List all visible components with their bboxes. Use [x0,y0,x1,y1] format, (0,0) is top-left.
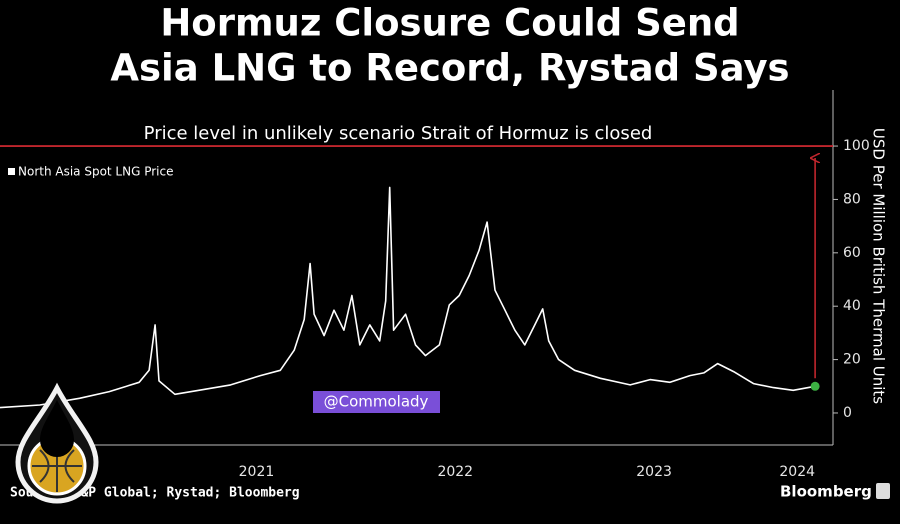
last-point [810,381,820,391]
reference-label: Price level in unlikely scenario Strait … [144,123,653,144]
x-tick-label: 2022 [437,464,473,480]
y-tick-label: 80 [843,191,861,207]
line [0,186,816,409]
y-tick-label: 60 [843,245,861,261]
x-tick-label: 2021 [239,464,275,480]
watermark: @Commolady [324,393,429,411]
x-tick-label: 2023 [636,464,672,480]
brand: Bloomberg [780,483,872,501]
chart-title: Hormuz Closure Could Send [160,2,739,45]
logo [15,382,99,504]
watermark-box [313,391,440,413]
y-axis-label: USD Per Million British Thermal Units [870,128,888,404]
y-tick-label: 20 [843,352,861,368]
y-tick-label: 40 [843,298,861,314]
brand-icon [876,483,890,499]
chart-title: Asia LNG to Record, Rystad Says [110,47,789,90]
legend-label: North Asia Spot LNG Price [18,165,173,179]
y-tick-label: 100 [843,138,870,154]
x-tick-label: 2024 [779,464,815,480]
y-tick-label: 0 [843,405,852,421]
legend-swatch [8,168,15,175]
